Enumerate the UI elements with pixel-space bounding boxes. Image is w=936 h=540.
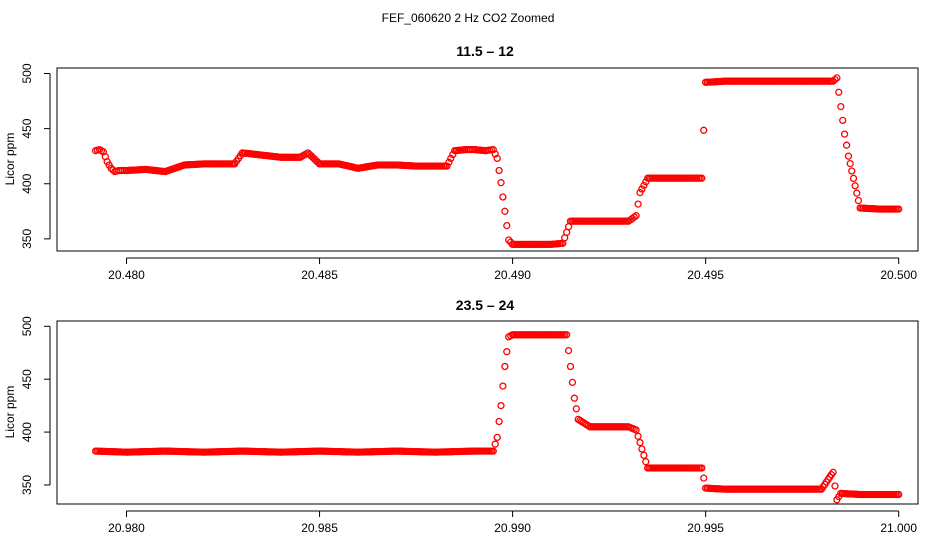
y-tick-label: 450 — [20, 118, 34, 138]
data-point — [833, 74, 841, 82]
y-axis-label: Licor ppm — [3, 133, 17, 186]
x-tick-label: 20.500 — [880, 268, 917, 282]
data-point — [570, 394, 579, 402]
y-tick-label: 500 — [20, 63, 34, 83]
data-point — [495, 166, 503, 175]
data-point — [640, 451, 648, 459]
data-point — [840, 130, 849, 138]
data-point — [854, 196, 863, 205]
data-point — [842, 141, 851, 149]
data-point — [839, 116, 847, 125]
y-tick-label: 350 — [20, 229, 34, 249]
data-point — [491, 440, 499, 448]
data-point — [698, 464, 706, 472]
data-point — [844, 152, 853, 160]
data-point — [564, 346, 573, 355]
data-point — [853, 189, 861, 197]
x-tick-label: 20.985 — [301, 521, 338, 535]
data-point — [503, 348, 511, 356]
data-point — [497, 179, 505, 187]
data-point — [501, 362, 509, 371]
x-tick-label: 21.000 — [880, 521, 917, 535]
data-point — [499, 193, 507, 201]
data-point — [489, 447, 497, 455]
data-point — [563, 331, 571, 339]
panel-title: 23.5 – 24 — [456, 297, 515, 313]
x-tick-label: 20.990 — [494, 521, 531, 535]
panel-bottom: 23.5 – 24 Licor ppm 20.980 20.985 20.990 20… — [3, 297, 919, 535]
data-point — [895, 205, 903, 213]
y-axis: 350 400 450 500 — [20, 63, 51, 249]
data-point — [501, 207, 509, 215]
y-tick-label: 400 — [20, 173, 34, 193]
data-point — [895, 490, 903, 499]
x-tick-label: 20.980 — [108, 521, 145, 535]
data-point — [443, 162, 451, 170]
y-tick-label: 350 — [20, 475, 34, 495]
data-point — [493, 433, 501, 442]
data-point — [640, 181, 648, 190]
data-series — [91, 331, 903, 504]
data-point — [831, 75, 839, 84]
data-point — [495, 417, 503, 426]
y-axis: 350 400 450 500 — [20, 316, 51, 495]
data-point — [568, 378, 577, 387]
data-point — [851, 182, 859, 190]
data-point — [634, 432, 642, 440]
data-point — [497, 401, 505, 410]
panel-title: 11.5 – 12 — [456, 43, 514, 59]
y-axis-label: Licor ppm — [3, 386, 17, 439]
data-point — [636, 438, 644, 447]
data-point — [829, 468, 837, 476]
figure-title: FEF_060620 2 Hz CO2 Zoomed — [382, 11, 555, 25]
x-tick-label: 20.490 — [494, 268, 531, 282]
data-point — [642, 458, 650, 466]
plot-frame — [56, 320, 919, 505]
data-point — [848, 167, 856, 175]
data-point — [493, 154, 501, 163]
data-point — [638, 445, 646, 453]
data-point — [831, 482, 839, 490]
x-axis: 20.980 20.985 20.990 20.995 21.000 — [108, 510, 917, 535]
data-point — [835, 88, 843, 96]
x-tick-label: 20.480 — [108, 268, 145, 282]
panel-top: 11.5 – 12 Licor ppm 20.480 20.485 20.490 20… — [3, 43, 919, 282]
plot-frame — [56, 67, 919, 252]
data-point — [632, 426, 640, 434]
x-tick-label: 20.995 — [687, 521, 724, 535]
x-tick-label: 20.495 — [687, 268, 724, 282]
data-point — [837, 102, 845, 111]
data-point — [700, 474, 708, 482]
data-point — [846, 159, 854, 168]
data-point — [489, 145, 497, 154]
data-point — [499, 382, 507, 390]
data-point — [630, 213, 638, 221]
x-tick-label: 20.485 — [301, 268, 338, 282]
data-point — [634, 200, 642, 208]
data-point — [447, 154, 455, 163]
data-point — [491, 150, 499, 158]
y-tick-label: 400 — [20, 422, 34, 442]
data-series — [91, 74, 903, 249]
y-tick-label: 450 — [20, 369, 34, 389]
data-point — [698, 174, 706, 182]
x-axis: 20.480 20.485 20.490 20.495 20.500 — [108, 257, 917, 282]
data-point — [572, 405, 580, 413]
data-point — [566, 362, 575, 371]
data-point — [505, 236, 513, 244]
y-tick-label: 500 — [20, 316, 34, 336]
data-point — [445, 158, 453, 166]
data-point — [638, 185, 646, 193]
data-point — [700, 126, 708, 134]
data-point — [632, 212, 640, 220]
data-point — [636, 188, 644, 197]
data-point — [503, 221, 511, 230]
data-point — [849, 174, 858, 183]
